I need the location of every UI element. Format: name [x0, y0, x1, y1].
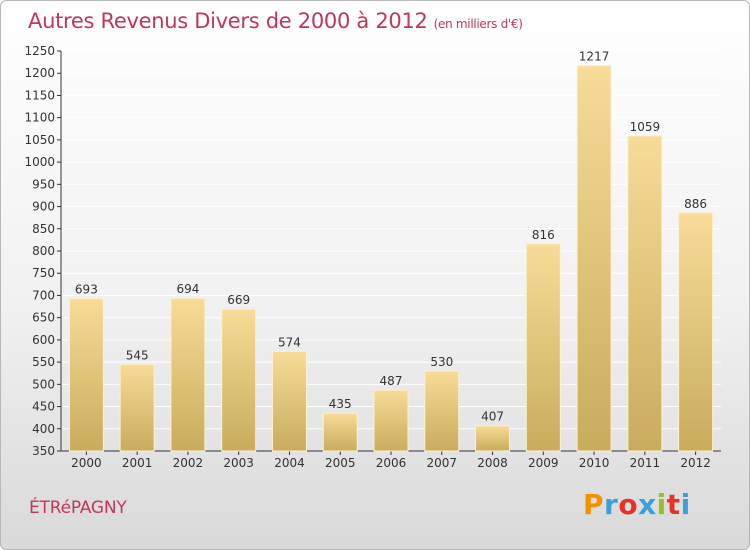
bar: [221, 308, 257, 452]
y-tick-label: 850: [32, 222, 55, 236]
y-tick-label: 1050: [24, 133, 55, 147]
logo-letter: i: [656, 488, 667, 521]
chart-title: Autres Revenus Divers de 2000 à 2012 (en …: [28, 9, 523, 33]
x-tick-label: 2000: [71, 456, 102, 470]
bar: [119, 363, 155, 452]
grid-lines: [61, 50, 721, 430]
bar: [424, 370, 460, 452]
location-label: ÉTRéPAGNY: [29, 498, 127, 518]
y-tick-label: 800: [32, 244, 55, 258]
bar-value-label: 1059: [630, 120, 661, 134]
bar: [576, 65, 612, 452]
y-tick-label: 750: [32, 266, 55, 280]
bar-value-label: 886: [684, 197, 707, 211]
y-tick-label: 650: [32, 311, 55, 325]
x-tick-label: 2006: [376, 456, 407, 470]
y-tick-label: 450: [32, 400, 55, 414]
x-tick-label: 2012: [680, 456, 711, 470]
bar: [271, 350, 307, 452]
y-tick-label: 1200: [24, 66, 55, 80]
bars: 693 545 694 669 574 435 487 530 407 816 1217 1059 88…: [68, 50, 714, 452]
x-tick-label: 2009: [528, 456, 559, 470]
bar: [475, 425, 511, 452]
logo-letter: r: [604, 488, 619, 521]
chart-subtitle: (en milliers d'€): [433, 17, 523, 31]
bar-value-label: 545: [126, 348, 149, 362]
logo-letter: t: [666, 488, 681, 521]
x-tick-label: 2010: [579, 456, 610, 470]
y-tick-label: 1100: [24, 111, 55, 125]
chart-title-text: Autres Revenus Divers de 2000 à 2012: [28, 9, 428, 33]
y-tick-label: 500: [32, 377, 55, 391]
bar-value-label: 407: [481, 410, 504, 424]
logo-letter: x: [638, 488, 657, 521]
x-tick-label: 2001: [122, 456, 153, 470]
y-tick-label: 1150: [24, 88, 55, 102]
y-tick-label: 900: [32, 200, 55, 214]
y-tick-label: 700: [32, 288, 55, 302]
x-tick-label: 2003: [223, 456, 254, 470]
bar: [678, 212, 714, 452]
logo-letter: i: [680, 488, 691, 521]
bar: [525, 243, 561, 452]
y-tick-label: 1000: [24, 155, 55, 169]
bar: [627, 135, 663, 452]
bar-value-label: 816: [532, 228, 555, 242]
bar-value-label: 487: [380, 374, 403, 388]
bar-value-label: 1217: [579, 50, 610, 64]
bar: [373, 389, 409, 452]
logo-letter: P: [583, 488, 605, 521]
bar: [68, 298, 104, 452]
x-tick-label: 2007: [426, 456, 457, 470]
x-tick-label: 2004: [274, 456, 305, 470]
y-tick-label: 1250: [24, 44, 55, 58]
bar-value-label: 574: [278, 335, 301, 349]
bar-value-label: 693: [75, 283, 98, 297]
bar: [170, 297, 206, 452]
proxiti-logo: Proxiti: [583, 488, 691, 521]
bar-value-label: 694: [176, 282, 199, 296]
x-tick-label: 2002: [173, 456, 204, 470]
y-tick-label: 550: [32, 355, 55, 369]
y-tick-label: 950: [32, 177, 55, 191]
bar-value-label: 530: [430, 355, 453, 369]
y-tick-label: 400: [32, 422, 55, 436]
x-tick-label: 2008: [477, 456, 508, 470]
logo-letter: o: [618, 488, 639, 521]
bar-value-label: 435: [329, 397, 352, 411]
y-tick-label: 350: [32, 444, 55, 458]
x-tick-label: 2005: [325, 456, 356, 470]
y-tick-label: 600: [32, 333, 55, 347]
bar: [322, 412, 358, 452]
bar-value-label: 669: [227, 293, 250, 307]
x-tick-label: 2011: [630, 456, 661, 470]
